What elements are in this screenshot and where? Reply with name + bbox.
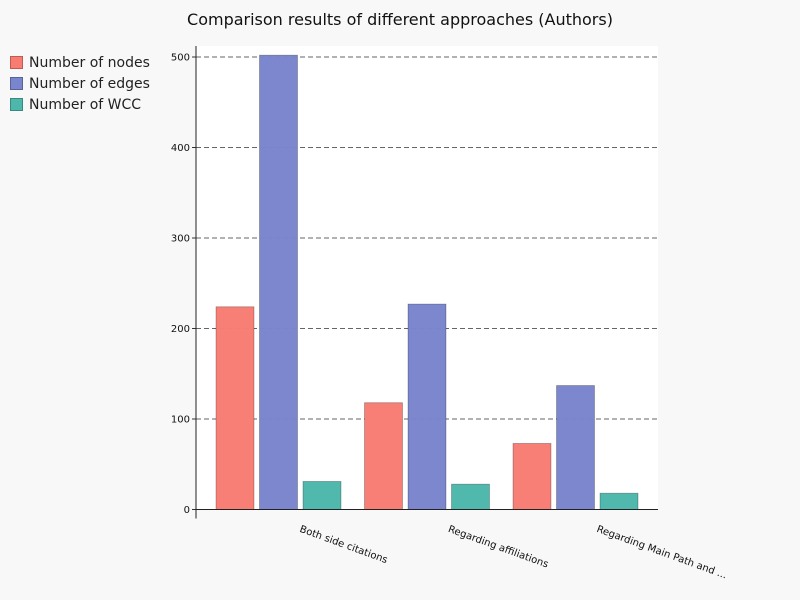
y-tick-label-0: 0 — [184, 505, 190, 516]
y-tick-label-100: 100 — [171, 415, 190, 426]
bar-wcc-2 — [451, 483, 490, 510]
bar-wcc-3 — [599, 492, 639, 510]
bar-nodes-2 — [364, 402, 403, 510]
legend-swatch-wcc — [10, 98, 23, 111]
y-tick-label-400: 400 — [171, 143, 190, 154]
legend-label-edges: Number of edges — [29, 75, 150, 92]
legend-item-edges: Number of edges — [10, 73, 150, 94]
legend-swatch-edges — [10, 77, 23, 90]
bar-edges-1 — [259, 54, 298, 510]
legend-item-nodes: Number of nodes — [10, 52, 150, 73]
x-tick-label-1: Both side citations — [298, 524, 389, 566]
y-tick-label-500: 500 — [171, 53, 190, 64]
bar-wcc-1 — [302, 481, 342, 510]
chart-title: Comparison results of different approach… — [187, 10, 613, 29]
bar-nodes-3 — [512, 443, 552, 510]
legend: Number of nodes Number of edges Number o… — [10, 52, 150, 115]
legend-label-wcc: Number of WCC — [29, 96, 142, 113]
legend-item-wcc: Number of WCC — [10, 94, 150, 115]
y-tick-label-300: 300 — [171, 234, 190, 245]
y-tick-label-200: 200 — [171, 324, 190, 335]
bar-edges-3 — [556, 385, 595, 510]
x-tick-label-2: Regarding affiliations — [446, 524, 549, 571]
legend-swatch-nodes — [10, 56, 23, 69]
bar-nodes-1 — [215, 306, 255, 510]
x-tick-label-3: Regarding Main Path and ... — [595, 524, 728, 581]
legend-label-nodes: Number of nodes — [29, 54, 150, 71]
bar-edges-2 — [407, 303, 447, 510]
